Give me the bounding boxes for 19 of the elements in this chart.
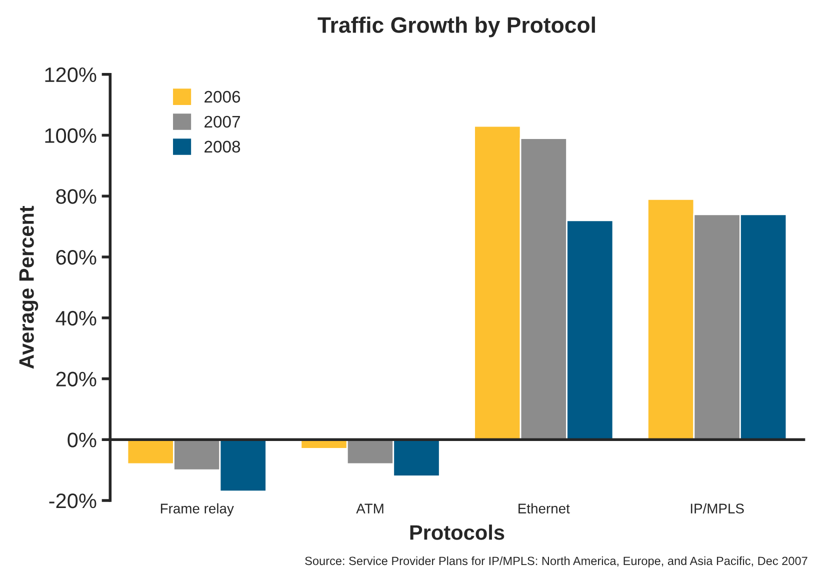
y-tick-label: 40%: [56, 310, 96, 326]
legend-label: 2007: [204, 116, 240, 128]
y-tick-label: 60%: [56, 250, 96, 265]
x-tick-label: Frame relay: [160, 503, 234, 516]
y-axis-title: Average Percent: [19, 206, 38, 369]
y-tick-label: 100%: [45, 128, 96, 143]
x-tick-label: IP/MPLS: [690, 503, 744, 514]
y-tick-label: -20%: [49, 494, 96, 508]
legend-label: 2008: [204, 140, 240, 153]
x-tick-label: ATM: [356, 504, 384, 514]
y-tick-label: 20%: [56, 372, 96, 386]
chart-title: Traffic Growth by Protocol: [318, 16, 595, 38]
y-tick-label: 80%: [56, 189, 96, 204]
y-tick-label: 120%: [45, 67, 96, 82]
source-note: Source: Service Provider Plans for IP/MPLS: North America, Europe, and Asia Pacific, Dec 2007: [305, 556, 808, 568]
x-axis-title: Protocols: [410, 524, 504, 540]
y-tick-label: 0%: [68, 432, 96, 448]
x-tick-label: Ethernet: [518, 503, 570, 514]
legend-label: 2006: [204, 90, 240, 103]
